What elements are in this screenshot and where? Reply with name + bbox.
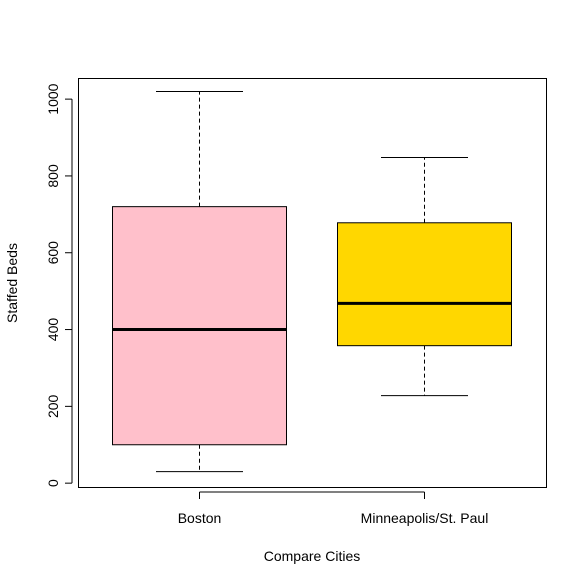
y-axis-label: Staffed Beds (4, 243, 20, 323)
y-tick-label: 800 (45, 164, 61, 188)
box-boston (112, 90, 287, 473)
x-tick-label: Boston (178, 510, 222, 526)
plot-frame (78, 78, 547, 488)
iqr-box (337, 222, 512, 347)
x-axis: Boston Minneapolis/St. Paul (178, 491, 489, 526)
x-axis-label: Compare Cities (264, 548, 360, 564)
iqr-box (112, 206, 287, 446)
y-tick-label: 1000 (45, 83, 61, 114)
y-axis: 0 200 400 600 800 1000 (45, 83, 73, 487)
y-tick-label: 200 (45, 394, 61, 418)
y-tick-label: 400 (45, 318, 61, 342)
x-tick-label: Minneapolis/St. Paul (361, 510, 489, 526)
box-minneapolis-st-paul (337, 156, 512, 397)
y-tick-label: 600 (45, 241, 61, 265)
y-tick-label: 0 (45, 479, 61, 487)
boxes (112, 90, 512, 473)
